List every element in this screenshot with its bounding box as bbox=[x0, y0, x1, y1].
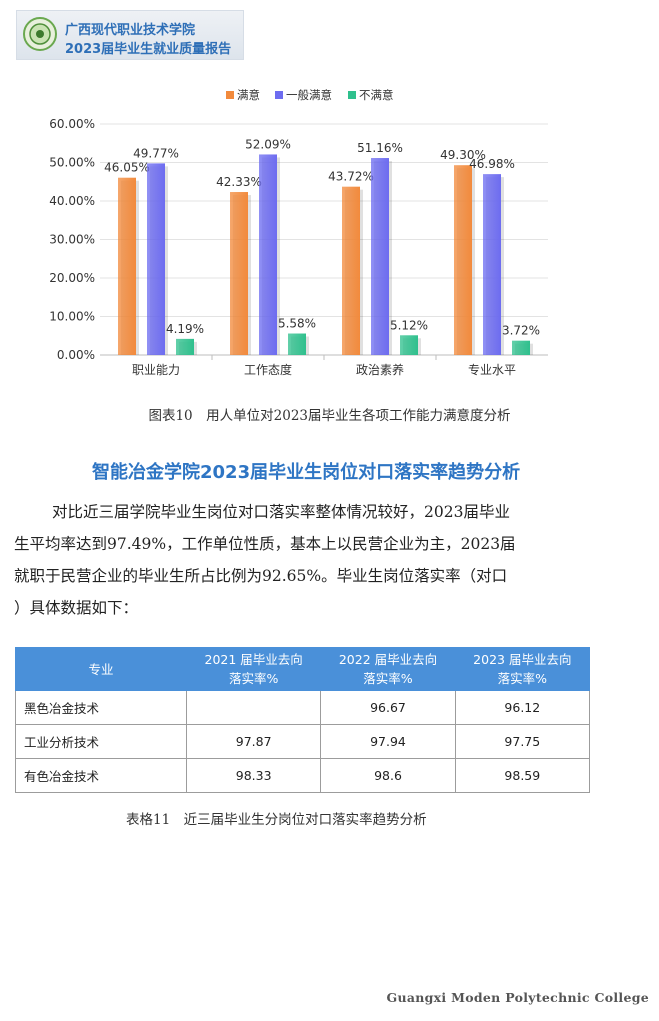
table-cell: 工业分析技术 bbox=[15, 724, 187, 759]
table-cell: 97.87 bbox=[185, 724, 322, 759]
table-cell: 有色冶金技术 bbox=[15, 758, 187, 793]
table-row: 工业分析技术 97.87 97.94 97.75 bbox=[15, 724, 591, 759]
header-title: 广西现代职业技术学院 bbox=[65, 23, 196, 38]
bar bbox=[259, 154, 277, 355]
table-header-cell: 专业 bbox=[15, 647, 187, 691]
x-tick-label: 职业能力 bbox=[132, 363, 180, 377]
x-tick-label: 专业水平 bbox=[468, 362, 516, 377]
table-cell: 98.6 bbox=[320, 758, 456, 793]
data-label: 49.77% bbox=[133, 146, 179, 160]
table-cell bbox=[185, 690, 322, 725]
table-cell: 98.33 bbox=[185, 758, 322, 793]
y-tick-label: 60.00% bbox=[49, 117, 95, 131]
paragraph-line: 生平均率达到97.49%，工作单位性质，基本上以民营企业为主，2023届 bbox=[14, 535, 516, 553]
bar bbox=[400, 335, 418, 355]
legend-swatch bbox=[348, 91, 356, 99]
y-tick-label: 0.00% bbox=[57, 348, 95, 362]
table-cell: 黑色冶金技术 bbox=[15, 690, 187, 725]
x-tick-label: 政治素养 bbox=[356, 362, 404, 377]
data-label: 46.05% bbox=[104, 161, 150, 175]
data-label: 52.09% bbox=[245, 137, 291, 151]
bar bbox=[483, 174, 501, 355]
table-row: 黑色冶金技术 96.67 96.12 bbox=[15, 690, 591, 725]
bar bbox=[176, 338, 194, 355]
table-cell: 98.59 bbox=[454, 758, 591, 793]
data-label: 4.19% bbox=[166, 322, 204, 336]
paragraph-line: 就职于民营企业的毕业生所占比例为92.65%。毕业生岗位落实率（对口 bbox=[14, 567, 508, 585]
data-label: 46.98% bbox=[469, 157, 515, 171]
legend-swatch bbox=[226, 91, 234, 99]
footer-college-name: Guangxi Moden Polytechnic College bbox=[386, 990, 649, 1005]
bar bbox=[454, 165, 472, 355]
legend-label: 不满意 bbox=[359, 88, 394, 102]
bar bbox=[342, 186, 360, 355]
legend-label: 满意 bbox=[237, 88, 260, 102]
legend-label: 一般满意 bbox=[286, 88, 332, 102]
data-label: 49.30% bbox=[440, 148, 486, 162]
table-cell: 96.67 bbox=[320, 690, 456, 725]
paragraph-line: ）具体数据如下： bbox=[14, 599, 139, 617]
data-label: 5.12% bbox=[390, 318, 428, 332]
bar bbox=[147, 163, 165, 355]
data-label: 42.33% bbox=[216, 175, 262, 189]
satisfaction-bar-chart: 0.00% 10.00% 20.00% 30.00% 40.00% 50.00% 60.00… bbox=[49, 88, 548, 377]
data-label: 51.16% bbox=[357, 141, 403, 155]
table-header-cell: 2023 届毕业去向 落实率% bbox=[454, 647, 591, 691]
y-tick-label: 20.00% bbox=[49, 271, 95, 285]
table-cell: 96.12 bbox=[454, 690, 591, 725]
body-paragraph: 对比近三届学院毕业生岗位对口落实率整体情况较好，2023届毕业 生平均率达到97… bbox=[14, 496, 590, 624]
data-label: 3.72% bbox=[502, 324, 540, 338]
y-tick-label: 30.00% bbox=[49, 233, 95, 247]
legend-swatch bbox=[275, 91, 283, 99]
paragraph-line: 对比近三届学院毕业生岗位对口落实率整体情况较好，2023届毕业 bbox=[52, 503, 510, 521]
table-cell: 97.94 bbox=[320, 724, 456, 759]
table-header-cell: 2021 届毕业去向 落实率% bbox=[185, 647, 322, 691]
bar bbox=[118, 177, 136, 355]
table-header-cell: 2022 届毕业去向 落实率% bbox=[320, 647, 456, 691]
bar bbox=[230, 192, 248, 355]
report-header: 广西现代职业技术学院 2023届毕业生就业质量报告 bbox=[16, 10, 244, 60]
data-label: 43.72% bbox=[328, 170, 374, 184]
section-title: 智能冶金学院2023届毕业生岗位对口落实率趋势分析 bbox=[92, 462, 521, 483]
bar bbox=[512, 340, 530, 355]
header-subtitle: 2023届毕业生就业质量报告 bbox=[65, 42, 232, 57]
x-tick-label: 工作态度 bbox=[244, 362, 292, 377]
bar bbox=[371, 158, 389, 355]
chart-caption: 图表10 用人单位对2023届毕业生各项工作能力满意度分析 bbox=[148, 408, 511, 424]
table-caption: 表格11 近三届毕业生分岗位对口落实率趋势分析 bbox=[126, 812, 427, 828]
y-tick-label: 10.00% bbox=[49, 310, 95, 324]
table-row: 有色冶金技术 98.33 98.6 98.59 bbox=[15, 758, 591, 793]
college-logo-icon bbox=[23, 17, 57, 51]
y-tick-label: 50.00% bbox=[49, 156, 95, 170]
y-tick-label: 40.00% bbox=[49, 194, 95, 208]
bar bbox=[288, 333, 306, 355]
table-header-row: 专业 2021 届毕业去向 落实率% 2022 届毕业去向 落实率% 2023 … bbox=[15, 647, 591, 691]
data-label: 5.58% bbox=[278, 317, 316, 331]
table-cell: 97.75 bbox=[454, 724, 591, 759]
placement-rate-table: 专业 2021 届毕业去向 落实率% 2022 届毕业去向 落实率% 2023 … bbox=[15, 647, 591, 793]
